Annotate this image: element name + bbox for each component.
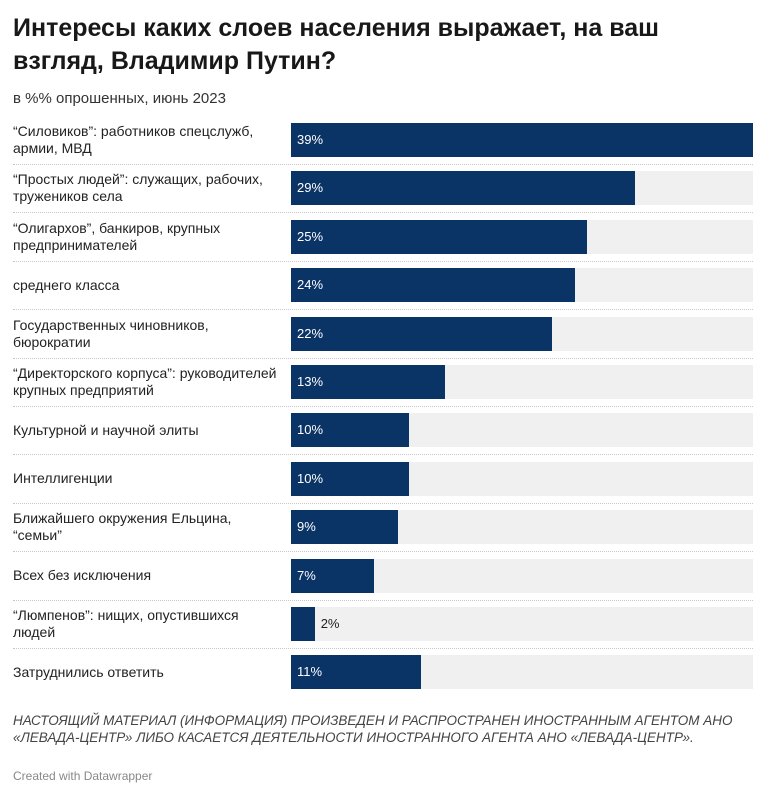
value-label: 7% <box>297 567 316 583</box>
value-label: 10% <box>297 422 324 438</box>
bar-row: “Люмпенов”: нищих, опустившихся людей 2% <box>13 604 753 652</box>
row-separator <box>13 502 753 504</box>
category-label: Интеллигенции <box>13 470 113 487</box>
chart-title: Интересы каких слоев населения выражает,… <box>13 14 660 75</box>
row-separator <box>13 357 753 359</box>
value-label: 39% <box>297 132 324 147</box>
category-label: “Олигархов”, банкиров, крупных предприни… <box>13 219 221 253</box>
credit[interactable]: Created with Datawrapper <box>13 769 153 783</box>
bar-track <box>291 607 753 641</box>
bar-row: Интеллигенции 10% <box>13 459 753 507</box>
bar-row: Государственных чиновников, бюрократии 22… <box>13 314 753 362</box>
bar-row: Культурной и научной элиты 10% <box>13 410 753 458</box>
row-separator <box>13 599 753 601</box>
bar-row: среднего класса 24% <box>13 265 753 313</box>
bar <box>291 558 374 593</box>
category-label: Затруднились ответить <box>13 663 164 680</box>
bar-row: Всех без исключения 7% <box>13 556 753 604</box>
row-separator <box>13 406 753 407</box>
bar-row: “Директорского корпуса”: руководителей к… <box>13 362 753 410</box>
category-label: Всех без исключения <box>13 567 152 584</box>
value-label: 25% <box>297 228 324 244</box>
value-label: 24% <box>297 277 324 293</box>
bar <box>291 123 753 157</box>
bar-row: Ближайшего окружения Ельцина, “семьи” 9% <box>13 507 753 555</box>
row-separator <box>13 309 753 311</box>
row-separator <box>13 212 753 214</box>
bar-row: “Силовиков”: работников спецслужб, армии… <box>13 120 753 168</box>
value-label: 9% <box>297 519 316 535</box>
category-label: среднего класса <box>13 276 120 293</box>
bar <box>291 219 588 254</box>
value-label: 10% <box>297 470 324 486</box>
bar-row: “Простых людей”: служащих, рабочих, труж… <box>13 168 753 216</box>
chart-subtitle: в %% опрошенных, июнь 2023 <box>13 90 226 107</box>
value-label: 11% <box>297 664 323 680</box>
value-label: 29% <box>297 180 324 196</box>
row-separator <box>13 551 753 553</box>
value-label: 13% <box>297 374 324 389</box>
bar <box>291 365 445 399</box>
category-label: Государственных чиновников, бюрократии <box>13 316 209 350</box>
bar <box>291 413 410 448</box>
notes: НАСТОЯЩИЙ МАТЕРИАЛ (ИНФОРМАЦИЯ) ПРОИЗВЕД… <box>13 713 733 745</box>
bar <box>291 316 552 351</box>
bar <box>291 510 398 545</box>
bar-row: Затруднились ответить 11% <box>13 652 753 700</box>
bar <box>291 268 576 303</box>
category-label: “Силовиков”: работников спецслужб, армии… <box>13 123 254 156</box>
bar <box>291 655 422 690</box>
bar <box>291 171 635 206</box>
row-separator <box>13 164 753 165</box>
category-label: “Люмпенов”: нищих, опустившихся людей <box>13 607 239 640</box>
row-separator <box>13 648 753 649</box>
value-label: 2% <box>320 616 340 631</box>
category-label: “Простых людей”: служащих, рабочих, труж… <box>13 171 263 205</box>
category-label: Ближайшего окружения Ельцина, “семьи” <box>13 510 232 544</box>
bar-row: “Олигархов”, банкиров, крупных предприни… <box>13 217 753 265</box>
row-separator <box>13 260 753 262</box>
bar <box>291 461 410 496</box>
category-label: “Директорского корпуса”: руководителей к… <box>13 365 277 398</box>
row-separator <box>13 454 753 456</box>
category-label: Культурной и научной элиты <box>13 421 199 438</box>
bar <box>291 607 315 641</box>
value-label: 22% <box>297 325 324 341</box>
